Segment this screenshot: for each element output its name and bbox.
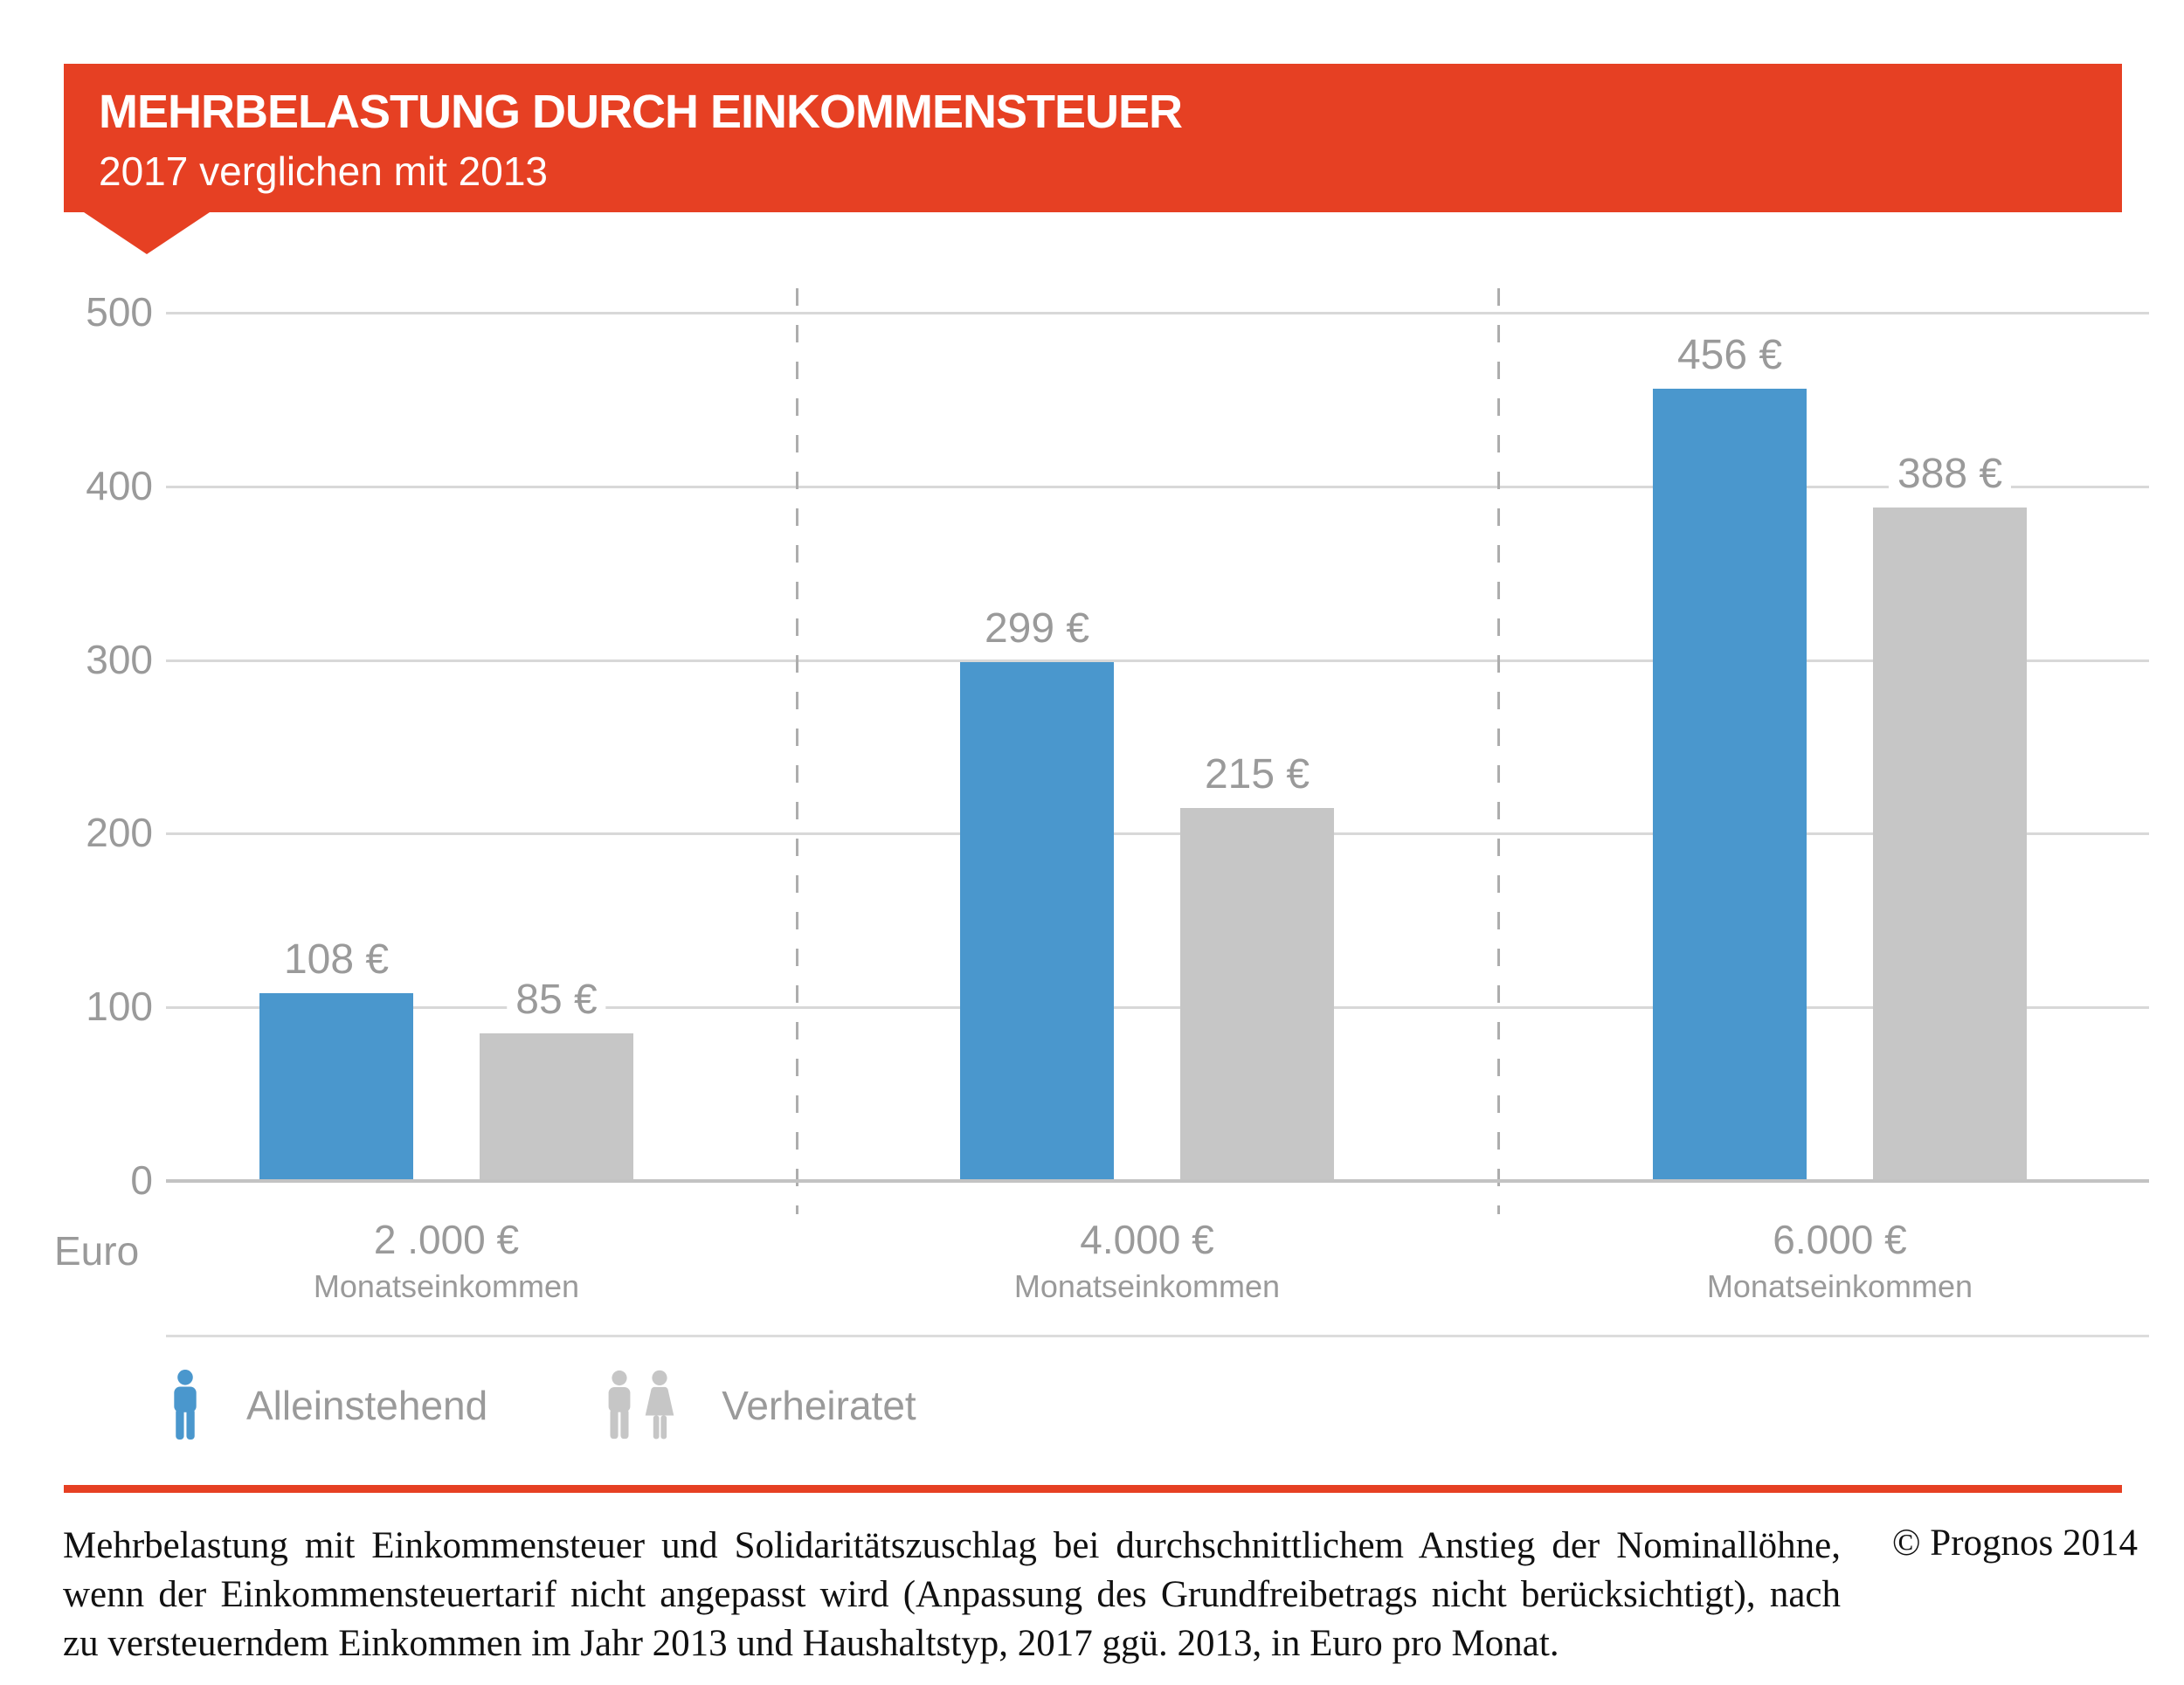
y-axis-tick-label: 0 (130, 1157, 153, 1203)
bar-value-label: 388 € (1888, 450, 2012, 498)
footnote-line: Mehrbelastung mit Einkommensteuer und So… (63, 1525, 1841, 1566)
x-axis-category-label: 4.000 € (1080, 1217, 1214, 1262)
bar-verheiratet-group3 (1873, 508, 2027, 1181)
y-axis-tick-label: 200 (86, 810, 153, 856)
legend-item-verheiratet: Verheiratet (601, 1370, 916, 1441)
gridline-300 (166, 659, 2149, 662)
x-axis-category-sublabel: Monatseinkommen (1706, 1268, 1973, 1304)
footnote-line: wenn der Einkommensteuertarif nicht ange… (63, 1574, 1841, 1615)
y-axis-tick-label: 100 (86, 984, 153, 1030)
gridline-100 (166, 1006, 2149, 1010)
x-axis-category-label: 6.000 € (1773, 1217, 1907, 1262)
y-axis-tick-label: 500 (86, 289, 153, 335)
bar-verheiratet-group1 (480, 1033, 633, 1181)
married-couple-icon (601, 1370, 680, 1441)
copyright-notice: © Prognos 2014 (1891, 1523, 2138, 1564)
single-person-icon (166, 1370, 204, 1441)
bar-alleinstehend-group3 (1653, 389, 1807, 1181)
bar-value-label: 456 € (1668, 331, 1792, 379)
gridline-500 (166, 312, 2149, 314)
y-axis-unit-label: Euro (54, 1228, 140, 1274)
bar-value-label: 108 € (274, 936, 398, 984)
y-axis-tick-label: 300 (86, 636, 153, 682)
footnote-text: Mehrbelastung mit Einkommensteuer und So… (63, 1522, 1841, 1668)
page-title: MEHRBELASTUNG DURCH EINKOMMENSTEUER (99, 86, 1183, 138)
legend-item-alleinstehend: Alleinstehend (166, 1370, 487, 1441)
x-axis-category-sublabel: Monatseinkommen (1013, 1268, 1281, 1304)
x-axis-category-sublabel: Monatseinkommen (313, 1268, 580, 1304)
footer-divider-rule (64, 1485, 2122, 1493)
bar-verheiratet-group2 (1180, 808, 1334, 1181)
bar-value-label: 299 € (975, 604, 1099, 653)
x-axis-category-label: 2 .000 € (373, 1217, 520, 1262)
banner-pointer (84, 212, 210, 254)
bar-value-label: 85 € (507, 976, 606, 1024)
header-banner: MEHRBELASTUNG DURCH EINKOMMENSTEUER 2017… (64, 64, 2122, 212)
y-axis-tick-label: 400 (86, 462, 153, 508)
gridline-200 (166, 832, 2149, 836)
x-axis-baseline (166, 1179, 2149, 1183)
page-subtitle: 2017 verglichen mit 2013 (99, 148, 548, 194)
bar-value-label: 215 € (1195, 750, 1319, 798)
footnote-line: zu versteuerndem Einkommen im Jahr 2013 … (63, 1623, 1559, 1664)
chart-legend: Alleinstehend Verheiratet (166, 1368, 916, 1443)
axis-separator-line (166, 1335, 2149, 1337)
gridline-400 (166, 485, 2149, 488)
legend-label: Verheiratet (722, 1383, 916, 1428)
bar-alleinstehend-group1 (259, 993, 413, 1181)
legend-label: Alleinstehend (246, 1383, 488, 1428)
group-separator-line-1 (796, 288, 798, 1214)
group-separator-line-2 (1497, 288, 1500, 1214)
bar-alleinstehend-group2 (960, 662, 1114, 1181)
